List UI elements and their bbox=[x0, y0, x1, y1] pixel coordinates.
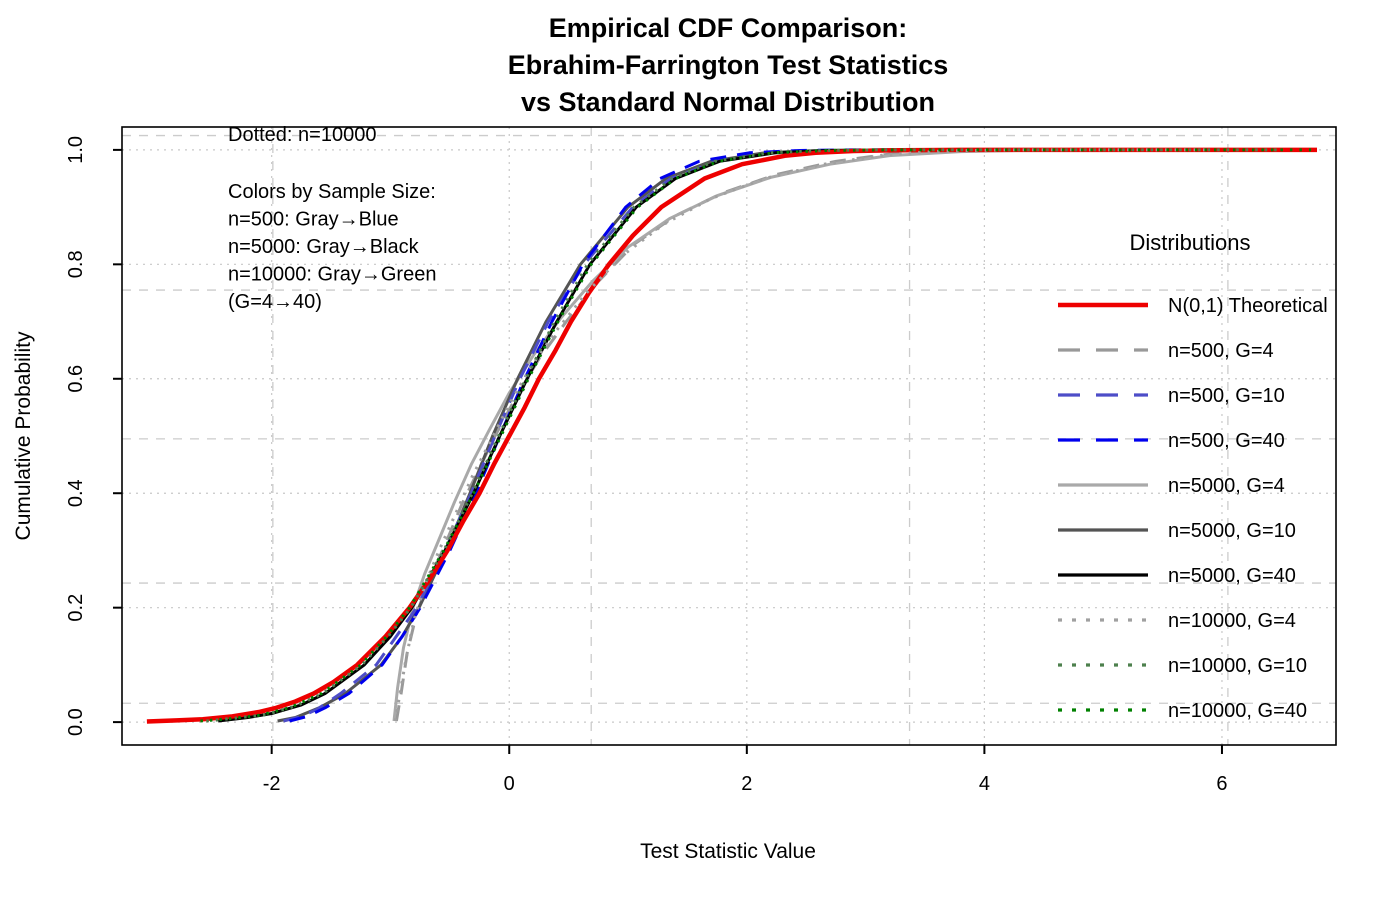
legend-item-n5000_G40: n=5000, G=40 bbox=[1058, 565, 1296, 587]
legend-item-label: N(0,1) Theoretical bbox=[1168, 295, 1328, 317]
plot-title-line1: Empirical CDF Comparison: bbox=[549, 13, 908, 43]
cdf-curve-n10000_G4 bbox=[393, 148, 1211, 722]
legend-item-label: n=5000, G=4 bbox=[1168, 475, 1285, 497]
legend-item-n10000_G40: n=10000, G=40 bbox=[1058, 700, 1307, 722]
cdf-curve-n500_G4 bbox=[394, 148, 1199, 722]
y-tick-label: 1.0 bbox=[65, 136, 87, 164]
legend-item-n500_G10: n=500, G=10 bbox=[1058, 385, 1285, 407]
grid-layer bbox=[122, 127, 1336, 745]
legend-item-n5000_G10: n=5000, G=10 bbox=[1058, 520, 1296, 542]
legend-item-theoretical: N(0,1) Theoretical bbox=[1058, 295, 1328, 317]
y-tick-label: 0.8 bbox=[65, 250, 87, 278]
cdf-curve-theoretical bbox=[146, 147, 1317, 724]
x-axis-label: Test Statistic Value bbox=[640, 840, 816, 863]
legend-item-n5000_G4: n=5000, G=4 bbox=[1058, 475, 1285, 497]
legend-item-label: n=500, G=40 bbox=[1168, 430, 1285, 452]
cdf-curve-n10000_G10 bbox=[206, 148, 1282, 723]
legend: N(0,1) Theoretical n=500, G=4 n=500, G=10 n… bbox=[1058, 295, 1328, 722]
cdf-curve-n500_G40 bbox=[289, 148, 1258, 723]
x-tick-label: 2 bbox=[741, 773, 752, 795]
legend-item-n500_G4: n=500, G=4 bbox=[1058, 340, 1274, 362]
plot-title-line3: vs Standard Normal Distribution bbox=[521, 87, 935, 117]
cdf-curve-n5000_G10 bbox=[277, 148, 1234, 723]
legend-item-label: n=10000, G=4 bbox=[1168, 610, 1296, 632]
legend-item-n500_G40: n=500, G=40 bbox=[1058, 430, 1285, 452]
legend-title: Distributions bbox=[1129, 230, 1250, 255]
annotation-color-note-line1: Colors by Sample Size: bbox=[228, 181, 436, 203]
plot-border-box bbox=[121, 126, 1337, 746]
annotation-color-note-line4: n=10000: Gray→Green bbox=[228, 264, 436, 286]
y-tick-label: 0.4 bbox=[65, 479, 87, 507]
curve-layer bbox=[146, 147, 1317, 724]
annotation-color-note-line5: (G=4→40) bbox=[228, 291, 322, 313]
legend-item-label: n=500, G=4 bbox=[1168, 340, 1274, 362]
x-tick-label: 6 bbox=[1216, 773, 1227, 795]
y-axis-label: Cumulative Probability bbox=[12, 331, 35, 540]
legend-item-n10000_G4: n=10000, G=4 bbox=[1058, 610, 1296, 632]
y-tick-label: 0.2 bbox=[65, 594, 87, 622]
y-tick-label: 0.0 bbox=[65, 708, 87, 736]
annotation-color-note-line3: n=5000: Gray→Black bbox=[228, 236, 420, 258]
axis-tick-layer: -2 0 2 4 6 0.0 0.2 0.4 0.6 0.8 1.0 bbox=[65, 136, 1228, 795]
y-tick-label: 0.6 bbox=[65, 365, 87, 393]
annotation-dotted-note: Dotted: n=10000 bbox=[228, 124, 376, 146]
x-tick-label: 0 bbox=[504, 773, 515, 795]
legend-item-n10000_G10: n=10000, G=10 bbox=[1058, 655, 1307, 677]
x-tick-label: 4 bbox=[979, 773, 990, 795]
plot-title-line2: Ebrahim-Farrington Test Statistics bbox=[508, 50, 949, 80]
x-tick-label: -2 bbox=[263, 773, 281, 795]
legend-item-label: n=10000, G=40 bbox=[1168, 700, 1307, 722]
legend-item-label: n=5000, G=40 bbox=[1168, 565, 1296, 587]
legend-item-label: n=10000, G=10 bbox=[1168, 655, 1307, 677]
legend-item-label: n=5000, G=10 bbox=[1168, 520, 1296, 542]
legend-item-label: n=500, G=10 bbox=[1168, 385, 1285, 407]
annotation-color-note-line2: n=500: Gray→Blue bbox=[228, 209, 399, 231]
